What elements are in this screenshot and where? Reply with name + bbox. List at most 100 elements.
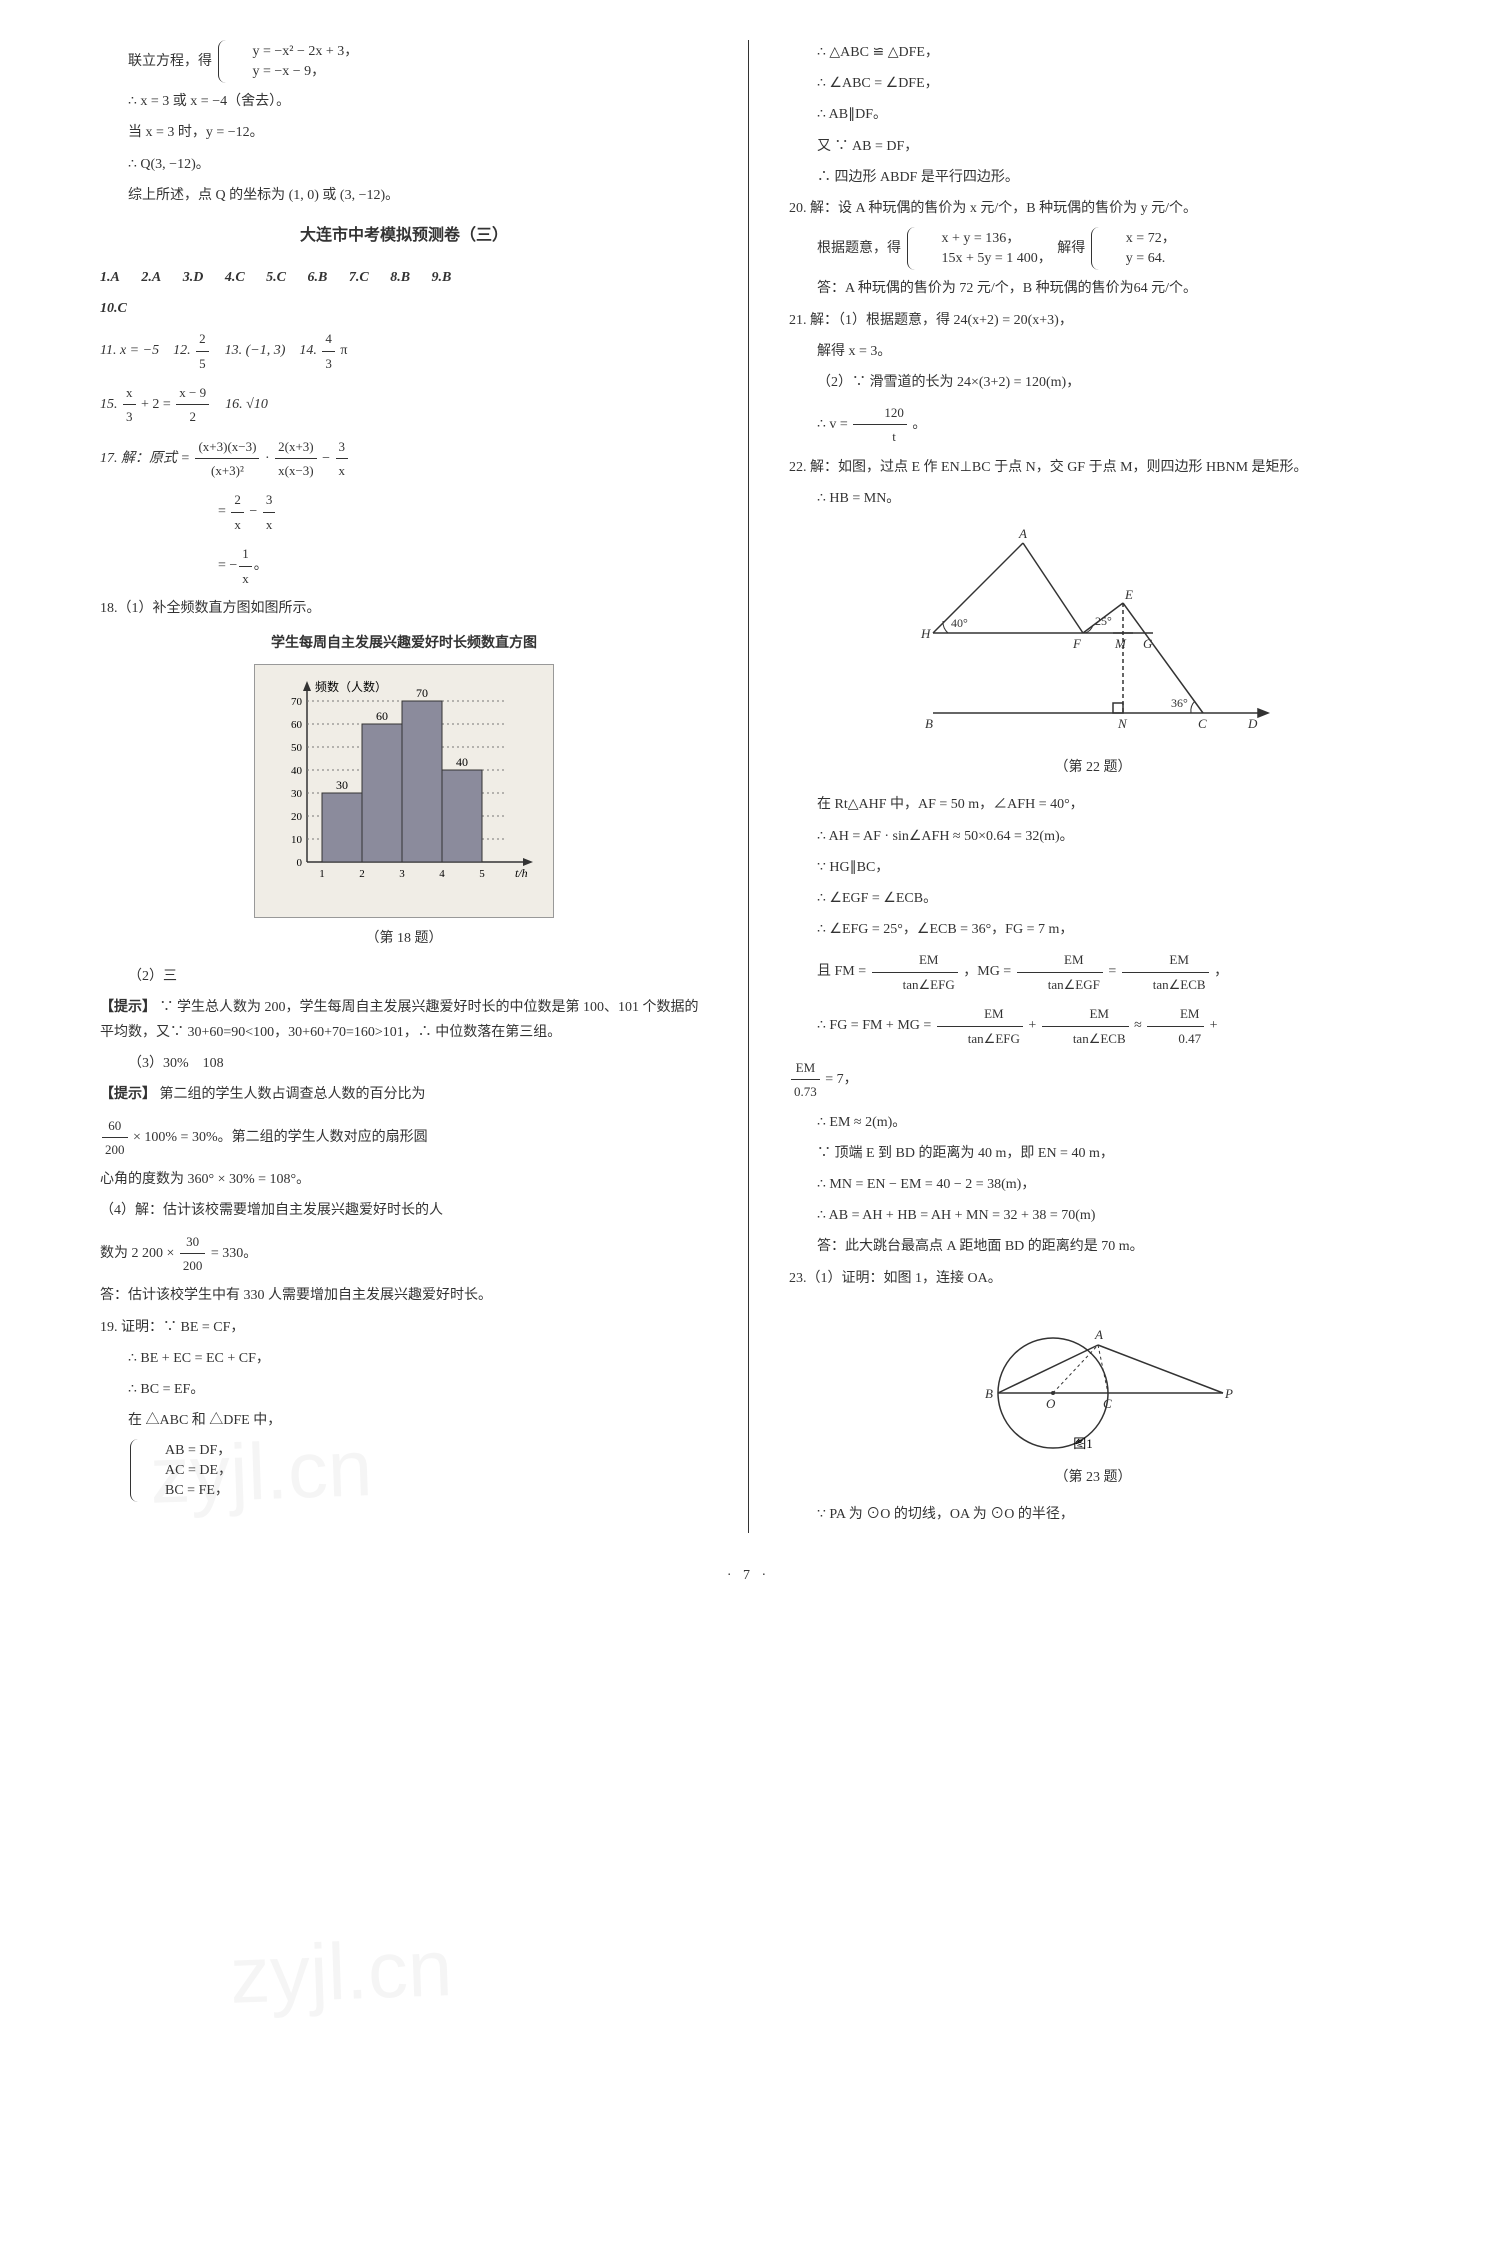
- ans: 6.B: [308, 270, 328, 285]
- numerator: 120: [853, 401, 907, 425]
- denominator: tan∠ECB: [1122, 973, 1209, 996]
- ytick: 50: [291, 742, 303, 754]
- denominator: tan∠EGF: [1017, 973, 1103, 996]
- pt-label: B: [985, 1386, 993, 1401]
- text-line: ∴ x = 3 或 x = −4（舍去）。: [100, 89, 708, 114]
- mid: + 2 =: [141, 397, 174, 412]
- bar-label: 70: [416, 686, 428, 700]
- fraction: 3 x: [336, 435, 349, 483]
- numerator: 2(x+3): [275, 435, 317, 459]
- ytick: 30: [291, 788, 303, 800]
- numerator: EM: [791, 1056, 820, 1080]
- text-line: ∴ AH = AF · sin∠AFH ≈ 50×0.64 = 32(m)。: [789, 824, 1397, 849]
- numerator: x − 9: [176, 381, 209, 405]
- diagram-22-svg: A B C D E F G H M N 40° 25° 36°: [913, 523, 1273, 743]
- equation-system: AB = DF， AC = DE， BC = FE，: [130, 1439, 232, 1502]
- text-line: ∴ HB = MN。: [789, 486, 1397, 511]
- numerator: EM: [937, 1002, 1023, 1026]
- fraction: 2(x+3) x(x−3): [275, 435, 317, 483]
- fraction: EM tan∠EFG: [872, 948, 958, 996]
- right-column: ∴ △ABC ≌ △DFE， ∴ ∠ABC = ∠DFE， ∴ AB∥DF。 又…: [769, 40, 1417, 1533]
- x-axis-label: t/h: [515, 866, 528, 880]
- text-line: ∴ BE + EC = EC + CF，: [100, 1346, 708, 1371]
- answers-row: 10.C: [100, 296, 708, 321]
- text-line: （3）30% 108: [100, 1051, 708, 1076]
- lead: 且 FM =: [817, 964, 870, 979]
- sys-row: y = −x − 9，: [225, 62, 359, 82]
- pt-label: G: [1143, 636, 1153, 651]
- text-line: 在 △ABC 和 △DFE 中，: [100, 1408, 708, 1433]
- approx: ≈: [1134, 1018, 1145, 1033]
- tail: 。: [912, 417, 926, 432]
- page-columns: 联立方程，得 y = −x² − 2x + 3， y = −x − 9， ∴ x…: [80, 40, 1417, 1533]
- pt-label: H: [920, 626, 931, 641]
- sys-row: x + y = 136，: [914, 229, 1052, 249]
- pt-label: C: [1103, 1396, 1112, 1411]
- pt-label: P: [1224, 1386, 1233, 1401]
- denominator: 200: [102, 1138, 128, 1161]
- denominator: 0.47: [1147, 1027, 1204, 1050]
- fraction: EM tan∠ECB: [1042, 1002, 1129, 1050]
- text-line: ∴ EM ≈ 2(m)。: [789, 1110, 1397, 1135]
- tail: π: [340, 343, 347, 358]
- xtick: 5: [479, 868, 485, 880]
- text-line: 又 ∵ AB = DF，: [789, 134, 1397, 159]
- bar-label: 40: [456, 755, 468, 769]
- fraction: EM 0.47: [1147, 1002, 1204, 1050]
- text-line: 19. 证明：∵ BE = CF，: [100, 1315, 708, 1340]
- pt-label: D: [1247, 716, 1258, 731]
- denominator: 3: [123, 405, 136, 428]
- fraction: EM tan∠ECB: [1122, 948, 1209, 996]
- ans-lead: 15.: [100, 397, 121, 412]
- page-number: · 7 ·: [80, 1563, 1417, 1588]
- text-line: 答：估计该校学生中有 330 人需要增加自主发展兴趣爱好时长。: [100, 1283, 708, 1308]
- sys-row: y = −x² − 2x + 3，: [225, 42, 359, 62]
- ytick: 10: [291, 834, 303, 846]
- equation-system-wrap: AB = DF， AC = DE， BC = FE，: [100, 1439, 708, 1502]
- denominator: x: [231, 513, 244, 536]
- pt-label: C: [1198, 716, 1207, 731]
- ans: 11. x = −5: [100, 343, 159, 358]
- text-line: 18.（1）补全频数直方图如图所示。: [100, 596, 708, 621]
- numerator: 2: [231, 488, 244, 512]
- denominator: tan∠EFG: [872, 973, 958, 996]
- text-line: 60 200 × 100% = 30%。第二组的学生人数对应的扇形圆: [100, 1114, 708, 1162]
- pt-label: A: [1094, 1327, 1103, 1342]
- numerator: 60: [102, 1114, 128, 1138]
- text-line: ∵ 顶端 E 到 BD 的距离为 40 m，即 EN = 40 m，: [789, 1141, 1397, 1166]
- text-line: 且 FM = EM tan∠EFG ，MG = EM tan∠EGF = EM …: [789, 948, 1397, 996]
- xtick: 2: [359, 868, 365, 880]
- text-line: ∵ HG∥BC，: [789, 855, 1397, 880]
- text-line: ∴ ∠EFG = 25°，∠ECB = 36°，FG = 7 m，: [789, 917, 1397, 942]
- text-line: ∴ MN = EN − EM = 40 − 2 = 38(m)，: [789, 1172, 1397, 1197]
- fraction: 2 5: [196, 327, 209, 375]
- hint-line: 【提示】 第二组的学生人数占调查总人数的百分比为: [100, 1082, 708, 1107]
- text-line: （2）∵ 滑雪道的长为 24×(3+2) = 120(m)，: [789, 370, 1397, 395]
- sys-row: AB = DF，: [137, 1441, 232, 1461]
- ans: 9.B: [432, 270, 452, 285]
- y-axis-label: 频数（人数）: [315, 679, 387, 694]
- histogram-chart: 频数（人数） t/h 0 10 20 30 40 50 60 70: [254, 664, 554, 918]
- hint-tag: 【提示】: [100, 995, 156, 1020]
- ans: 16. √10: [225, 397, 268, 412]
- lead: 数为 2 200 ×: [100, 1246, 178, 1261]
- fraction: 2 x: [231, 488, 244, 536]
- numerator: EM: [1017, 948, 1103, 972]
- xtick: 4: [439, 868, 445, 880]
- denominator: x(x−3): [275, 459, 317, 482]
- sys-row: AC = DE，: [137, 1461, 232, 1481]
- fraction: 1 x: [239, 542, 252, 590]
- fraction: 60 200: [102, 1114, 128, 1162]
- ans: 4.C: [225, 270, 245, 285]
- figure-caption: （第 22 题）: [789, 755, 1397, 780]
- text-line: 17. 解：原式 = (x+3)(x−3) (x+3)² · 2(x+3) x(…: [100, 435, 708, 483]
- mid: 解得: [1057, 241, 1085, 256]
- text-line: ∴ ∠EGF = ∠ECB。: [789, 886, 1397, 911]
- hint-line: 【提示】 ∵ 学生总人数为 200，学生每周自主发展兴趣爱好时长的中位数是第 1…: [100, 995, 708, 1045]
- ytick: 60: [291, 719, 303, 731]
- equation-system: y = −x² − 2x + 3， y = −x − 9，: [218, 40, 359, 83]
- numerator: EM: [1042, 1002, 1129, 1026]
- xtick: 3: [399, 868, 405, 880]
- ytick: 20: [291, 811, 303, 823]
- sub-caption: 图1: [1073, 1436, 1093, 1451]
